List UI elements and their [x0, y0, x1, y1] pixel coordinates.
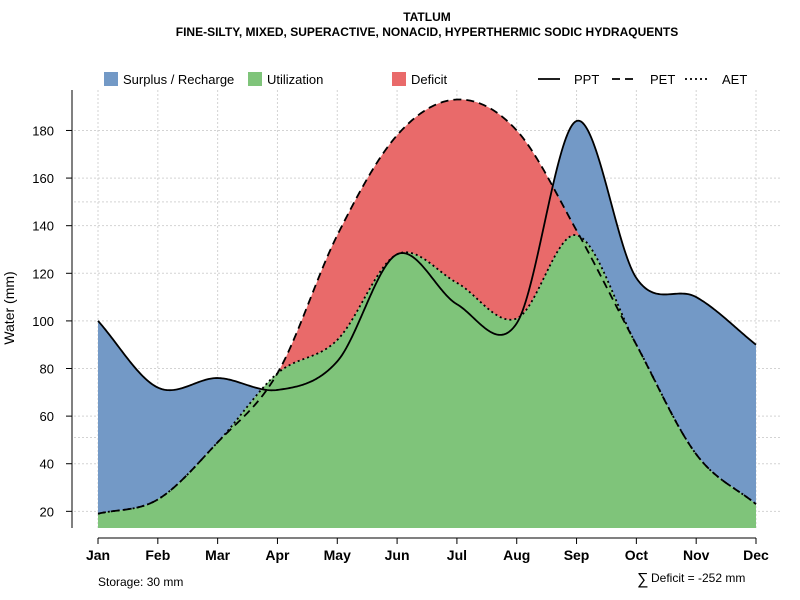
y-tick-label: 100	[32, 314, 54, 329]
x-tick-label-sep: Sep	[564, 547, 590, 563]
series-line-ppt	[97, 119, 757, 392]
y-tick-label: 160	[32, 171, 54, 186]
series-lines	[97, 98, 757, 515]
surplus-area	[98, 120, 756, 514]
y-tick-label: 40	[40, 457, 54, 472]
area-fills	[98, 99, 756, 528]
legend-swatch	[248, 72, 262, 86]
x-tick-label-feb: Feb	[145, 547, 170, 563]
x-tick-label-jan: Jan	[86, 547, 110, 563]
x-tick-label-apr: Apr	[265, 547, 290, 563]
x-tick-label-jul: Jul	[447, 547, 467, 563]
utilization-area	[98, 235, 756, 528]
chart-subtitle: FINE-SILTY, MIXED, SUPERACTIVE, NONACID,…	[176, 25, 678, 39]
legend-label: Surplus / Recharge	[123, 72, 234, 87]
legend-label: Utilization	[267, 72, 323, 87]
deficit-note: Deficit = -252 mm	[651, 571, 745, 585]
legend: Surplus / Recharge Utilization Deficit PPT P…	[104, 72, 747, 87]
storage-note: Storage: 30 mm	[98, 575, 183, 589]
y-tick-label: 20	[40, 504, 54, 519]
y-tick-label: 120	[32, 266, 54, 281]
y-tick-label: 140	[32, 219, 54, 234]
deficit-area	[98, 99, 756, 514]
legend-label: AET	[722, 72, 747, 87]
sum-symbol: ∑	[637, 571, 648, 588]
x-tick-label-oct: Oct	[625, 547, 649, 563]
x-tick-label-nov: Nov	[683, 547, 710, 563]
y-tick-label: 180	[32, 123, 54, 138]
x-tick-label-may: May	[324, 547, 351, 563]
legend-label: PET	[650, 72, 675, 87]
x-tick-label-dec: Dec	[743, 547, 769, 563]
x-tick-label-mar: Mar	[205, 547, 230, 563]
legend-label: PPT	[574, 72, 599, 87]
y-tick-label: 80	[40, 362, 54, 377]
series-line-aet	[97, 234, 757, 515]
axes: 20 40 60 80 100 120 140 160 180 Jan Feb Mar Apr May Ju…	[32, 90, 769, 563]
legend-label: Deficit	[411, 72, 448, 87]
x-tick-label-jun: Jun	[385, 547, 410, 563]
chart-title: TATLUM	[403, 10, 451, 24]
y-tick-label: 60	[40, 409, 54, 424]
y-axis-label: Water (mm)	[1, 271, 17, 344]
x-tick-label-aug: Aug	[503, 547, 530, 563]
legend-swatch	[392, 72, 406, 86]
legend-swatch	[104, 72, 118, 86]
